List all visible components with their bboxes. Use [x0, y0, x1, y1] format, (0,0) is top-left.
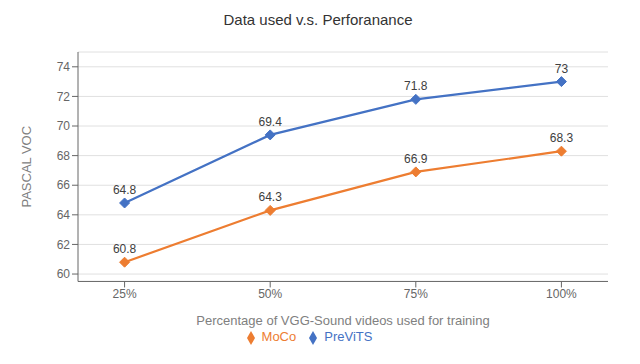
svg-text:74: 74	[57, 60, 71, 74]
html-text:MoCo: MoCo	[261, 329, 297, 345]
svg-text:71.8: 71.8	[404, 79, 428, 93]
svg-text:68: 68	[57, 149, 71, 163]
html-text:PreViTS: PreViTS	[324, 329, 373, 345]
svg-text:62: 62	[57, 238, 71, 252]
svg-text:69.4: 69.4	[259, 115, 283, 129]
svg-text:64.3: 64.3	[259, 190, 283, 204]
svg-text:Percentage of VGG-Sound videos: Percentage of VGG-Sound videos used for …	[196, 313, 489, 328]
svg-text:100%: 100%	[546, 287, 577, 301]
svg-text:66: 66	[57, 178, 71, 192]
svg-text:70: 70	[57, 119, 71, 133]
svg-text:50%: 50%	[258, 287, 282, 301]
svg-text:64.8: 64.8	[113, 183, 137, 197]
svg-text:60: 60	[57, 267, 71, 281]
svg-text:66.9: 66.9	[404, 152, 428, 166]
svg-text:68.3: 68.3	[550, 131, 574, 145]
svg-text:60.8: 60.8	[113, 242, 137, 256]
svg-text:73: 73	[555, 62, 569, 76]
svg-text:64: 64	[57, 208, 71, 222]
svg-text:75%: 75%	[404, 287, 428, 301]
html-text:Data used v.s. Perforanance: Data used v.s. Perforanance	[223, 11, 413, 28]
svg-text:72: 72	[57, 90, 71, 104]
svg-text:PASCAL VOC: PASCAL VOC	[19, 126, 34, 208]
svg-text:25%: 25%	[113, 287, 137, 301]
